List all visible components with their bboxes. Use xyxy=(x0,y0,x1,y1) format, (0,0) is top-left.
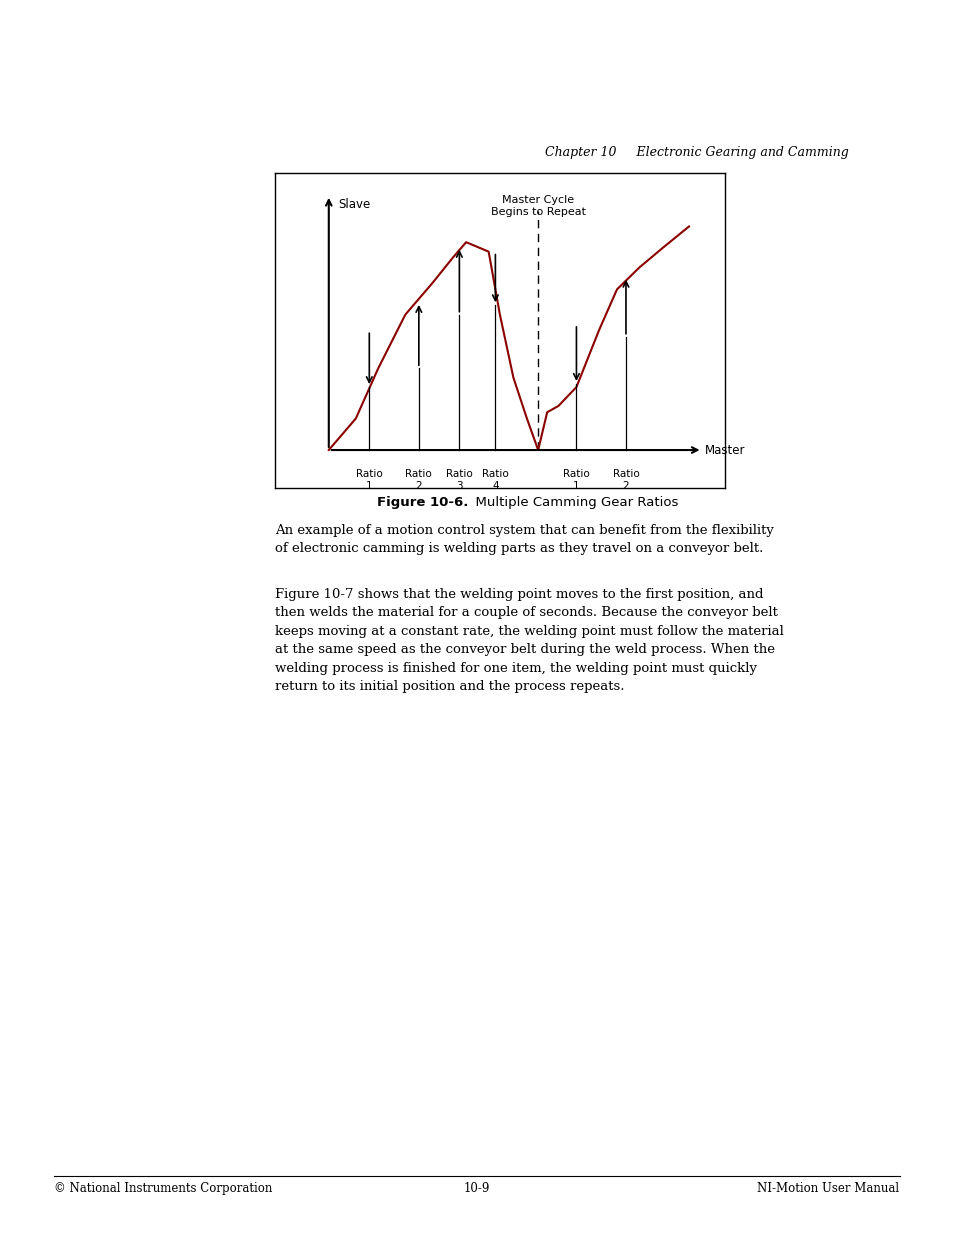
Text: NI-Motion User Manual: NI-Motion User Manual xyxy=(757,1182,899,1195)
Text: Slave: Slave xyxy=(337,198,370,211)
Text: Ratio
3: Ratio 3 xyxy=(446,469,473,490)
Text: Figure 10-6.: Figure 10-6. xyxy=(376,496,468,510)
Text: Figure 10-7 shows that the welding point moves to the first position, and
then w: Figure 10-7 shows that the welding point… xyxy=(274,588,782,693)
Text: Chapter 10     Electronic Gearing and Camming: Chapter 10 Electronic Gearing and Cammin… xyxy=(544,146,847,159)
Text: An example of a motion control system that can benefit from the flexibility
of e: An example of a motion control system th… xyxy=(274,524,773,556)
Text: Ratio
2: Ratio 2 xyxy=(612,469,639,490)
Text: © National Instruments Corporation: © National Instruments Corporation xyxy=(54,1182,273,1195)
Text: Multiple Camming Gear Ratios: Multiple Camming Gear Ratios xyxy=(467,496,679,510)
Text: Ratio
2: Ratio 2 xyxy=(405,469,432,490)
Text: Ratio
1: Ratio 1 xyxy=(562,469,589,490)
Text: Ratio
1: Ratio 1 xyxy=(355,469,382,490)
Text: 10-9: 10-9 xyxy=(463,1182,490,1195)
Text: Ratio
4: Ratio 4 xyxy=(481,469,508,490)
Text: Master Cycle
Begins to Repeat: Master Cycle Begins to Repeat xyxy=(490,195,585,216)
Text: Master: Master xyxy=(704,443,744,457)
